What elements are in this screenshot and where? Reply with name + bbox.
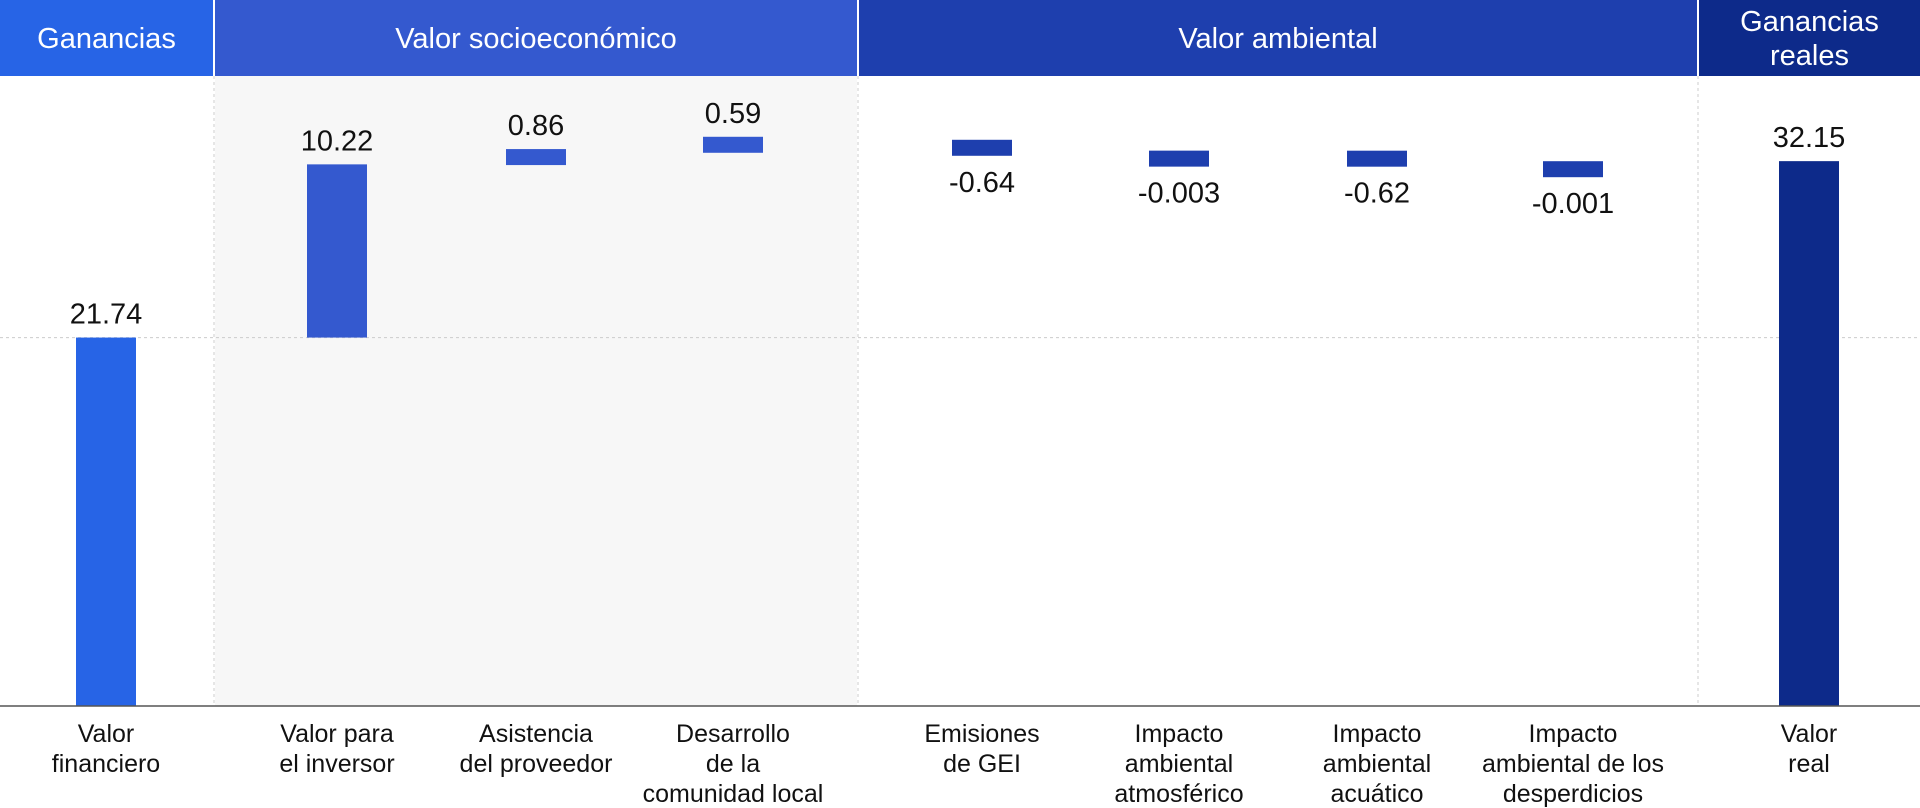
category-label-5-line-2: atmosférico	[1114, 780, 1243, 808]
bar-2	[506, 149, 566, 166]
category-label-3-line-0: Desarrollo	[676, 720, 790, 748]
value-label-2: 0.86	[508, 110, 564, 142]
header-band-1	[215, 0, 857, 76]
header-label-1: Valor socioeconómico	[395, 23, 677, 55]
value-label-3: 0.59	[705, 98, 761, 130]
category-label-7-line-2: desperdicios	[1503, 780, 1643, 808]
value-label-6: -0.62	[1344, 178, 1410, 210]
category-label-6-line-1: ambiental	[1323, 750, 1431, 778]
bar-4	[952, 139, 1012, 156]
value-label-5: -0.003	[1138, 178, 1220, 210]
category-label-7-line-0: Impacto	[1529, 720, 1618, 748]
bar-1	[307, 164, 367, 338]
bar-6	[1347, 150, 1407, 167]
category-label-5-line-0: Impacto	[1135, 720, 1224, 748]
category-label-4-line-0: Emisiones	[924, 720, 1039, 748]
category-label-0-line-1: financiero	[52, 750, 160, 778]
value-label-8: 32.15	[1773, 122, 1846, 154]
category-label-2-line-0: Asistencia	[479, 720, 593, 748]
value-label-7: -0.001	[1532, 188, 1614, 220]
value-label-1: 10.22	[301, 125, 374, 157]
category-label-1-line-1: el inversor	[279, 750, 394, 778]
header-label-3-line-1: reales	[1770, 40, 1849, 72]
header-label-0: Ganancias	[37, 23, 176, 55]
category-label-3-line-2: comunidad local	[643, 780, 824, 808]
category-label-1-line-0: Valor para	[280, 720, 394, 748]
bar-5	[1149, 150, 1209, 167]
category-label-4-line-1: de GEI	[943, 750, 1021, 778]
category-label-7-line-1: ambiental de los	[1482, 750, 1664, 778]
header-band-2	[859, 0, 1697, 76]
category-label-6-line-0: Impacto	[1333, 720, 1422, 748]
category-label-6-line-2: acuático	[1330, 780, 1423, 808]
value-label-4: -0.64	[949, 167, 1015, 199]
category-label-8-line-0: Valor	[1781, 720, 1838, 748]
header-label-2: Valor ambiental	[1178, 23, 1377, 55]
header-band-0	[0, 0, 213, 76]
bar-7	[1543, 161, 1603, 178]
category-label-3-line-1: de la	[706, 750, 760, 778]
value-label-0: 21.74	[70, 299, 143, 331]
header-label-3-line-0: Ganancias	[1740, 6, 1879, 38]
category-label-2-line-1: del proveedor	[460, 750, 613, 778]
bar-0	[76, 337, 136, 706]
category-label-5-line-1: ambiental	[1125, 750, 1233, 778]
category-label-0-line-0: Valor	[78, 720, 135, 748]
bar-3	[703, 136, 763, 153]
category-label-8-line-1: real	[1788, 750, 1830, 778]
header-band-3	[1699, 0, 1920, 76]
bar-8	[1779, 161, 1839, 707]
